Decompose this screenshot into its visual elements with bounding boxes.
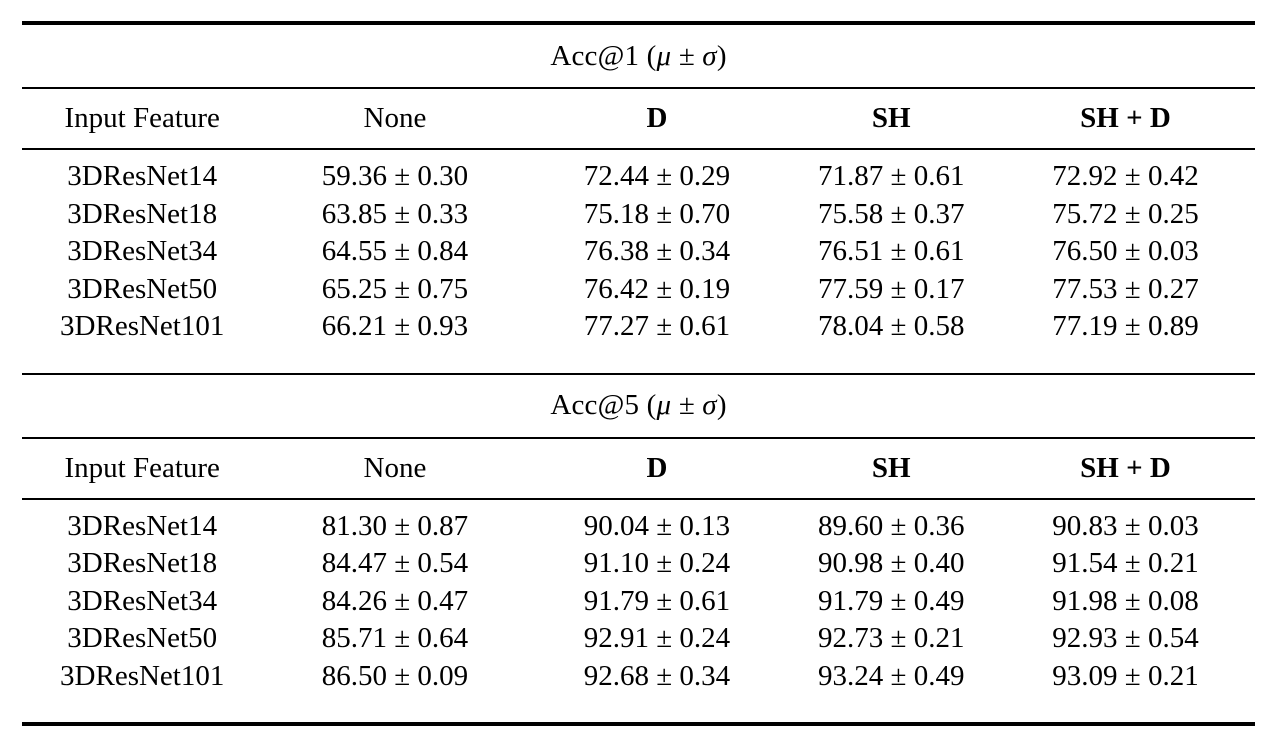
- row-label: 3DResNet34: [67, 235, 218, 268]
- metric-cell: 91.79 ± 0.61: [583, 584, 731, 617]
- column-header-none: None: [363, 451, 427, 484]
- section-divider-rule: [22, 372, 1255, 375]
- metric-cell: 90.83 ± 0.03: [1052, 509, 1199, 542]
- title-prefix: Acc@1 (: [550, 39, 657, 72]
- column-header-sh-d: SH + D: [1080, 451, 1171, 484]
- row-label: 3DResNet18: [67, 197, 218, 230]
- table-row: 3DResNet34 84.26 ± 0.47 91.79 ± 0.61 91.…: [22, 583, 1255, 621]
- metric-cell: 76.50 ± 0.03: [1052, 235, 1199, 268]
- metric-cell: 72.92 ± 0.42: [1052, 160, 1199, 193]
- section-acc1: Acc@1 (μ ± σ) Input Feature None D SH SH…: [22, 25, 1255, 373]
- metric-cell: 76.51 ± 0.61: [818, 235, 965, 268]
- title-suffix: ): [716, 39, 727, 72]
- table-row: 3DResNet50 65.25 ± 0.75 76.42 ± 0.19 77.…: [22, 271, 1255, 309]
- metric-cell: 91.79 ± 0.49: [818, 584, 965, 617]
- metric-cell: 92.68 ± 0.34: [583, 659, 731, 692]
- metric-cell: 77.53 ± 0.27: [1052, 272, 1199, 305]
- table-row: 3DResNet18 84.47 ± 0.54 91.10 ± 0.24 90.…: [22, 545, 1255, 583]
- table-row: 3DResNet14 81.30 ± 0.87 90.04 ± 0.13 89.…: [22, 508, 1255, 546]
- metric-cell: 66.21 ± 0.93: [321, 310, 469, 343]
- metric-cell: 75.58 ± 0.37: [818, 197, 965, 230]
- row-label: 3DResNet50: [67, 622, 218, 655]
- column-header-input-feature: Input Feature: [64, 102, 220, 134]
- metric-cell: 85.71 ± 0.64: [321, 622, 469, 655]
- metric-cell: 91.10 ± 0.24: [583, 547, 731, 580]
- metric-cell: 93.24 ± 0.49: [818, 659, 965, 692]
- header-top-rule: [22, 87, 1255, 89]
- column-header-d: D: [646, 451, 668, 484]
- metric-cell: 92.91 ± 0.24: [583, 622, 731, 655]
- header-top-rule: [22, 436, 1255, 439]
- table-row: 3DResNet101 66.21 ± 0.93 77.27 ± 0.61 78…: [22, 308, 1255, 346]
- title-prefix: Acc@5 (: [550, 389, 657, 421]
- metric-cell: 76.38 ± 0.34: [583, 235, 731, 268]
- table-title-acc1: Acc@1 (μ ± σ): [22, 25, 1255, 87]
- metric-cell: 71.87 ± 0.61: [818, 160, 965, 193]
- row-label: 3DResNet34: [67, 584, 218, 617]
- title-suffix: ): [716, 389, 727, 421]
- row-label: 3DResNet18: [67, 547, 218, 580]
- row-label: 3DResNet101: [60, 310, 225, 343]
- column-header-sh: SH: [871, 102, 911, 134]
- metric-cell: 90.04 ± 0.13: [583, 509, 731, 542]
- header-bottom-rule: [22, 497, 1255, 500]
- metric-cell: 92.73 ± 0.21: [818, 622, 965, 655]
- row-label: 3DResNet50: [67, 272, 218, 305]
- metric-cell: 72.44 ± 0.29: [583, 160, 731, 193]
- table-body-acc5: 3DResNet14 81.30 ± 0.87 90.04 ± 0.13 89.…: [22, 500, 1255, 723]
- metric-cell: 90.98 ± 0.40: [818, 547, 965, 580]
- header-row-acc1: Input Feature None D SH SH + D: [22, 89, 1255, 148]
- metric-cell: 91.54 ± 0.21: [1052, 547, 1199, 580]
- metric-cell: 93.09 ± 0.21: [1052, 659, 1199, 692]
- column-header-d: D: [646, 102, 668, 134]
- metric-cell: 75.18 ± 0.70: [583, 197, 731, 230]
- metric-cell: 76.42 ± 0.19: [583, 272, 731, 305]
- metric-cell: 77.27 ± 0.61: [583, 310, 731, 343]
- metric-cell: 63.85 ± 0.33: [321, 197, 469, 230]
- metric-cell: 78.04 ± 0.58: [818, 310, 965, 343]
- metric-cell: 64.55 ± 0.84: [321, 235, 469, 268]
- metric-cell: 77.59 ± 0.17: [818, 272, 965, 305]
- row-label: 3DResNet14: [67, 509, 218, 542]
- row-label: 3DResNet14: [67, 160, 218, 193]
- results-table: Acc@1 (μ ± σ) Input Feature None D SH SH…: [22, 21, 1255, 726]
- metric-cell: 65.25 ± 0.75: [321, 272, 469, 305]
- header-row-acc5: Input Feature None D SH SH + D: [22, 439, 1255, 498]
- title-math-symbols: μ ± σ: [656, 39, 717, 72]
- title-math-symbols: μ ± σ: [656, 389, 717, 421]
- table-row: 3DResNet101 86.50 ± 0.09 92.68 ± 0.34 93…: [22, 658, 1255, 696]
- metric-cell: 89.60 ± 0.36: [818, 509, 965, 542]
- header-bottom-rule: [22, 148, 1255, 150]
- table-row: 3DResNet34 64.55 ± 0.84 76.38 ± 0.34 76.…: [22, 233, 1255, 271]
- metric-cell: 81.30 ± 0.87: [321, 509, 469, 542]
- metric-cell: 84.47 ± 0.54: [321, 547, 469, 580]
- column-header-none: None: [363, 102, 427, 134]
- table-title-acc5: Acc@5 (μ ± σ): [22, 375, 1255, 437]
- table-row: 3DResNet14 59.36 ± 0.30 72.44 ± 0.29 71.…: [22, 158, 1255, 196]
- metric-cell: 92.93 ± 0.54: [1052, 622, 1199, 655]
- metric-cell: 86.50 ± 0.09: [321, 659, 469, 692]
- row-label: 3DResNet101: [60, 659, 225, 692]
- metric-cell: 77.19 ± 0.89: [1052, 310, 1199, 343]
- metric-cell: 75.72 ± 0.25: [1052, 197, 1199, 230]
- column-header-input-feature: Input Feature: [64, 451, 220, 484]
- section-acc5: Acc@5 (μ ± σ) Input Feature None D SH SH…: [22, 375, 1255, 723]
- column-header-sh-d: SH + D: [1080, 102, 1171, 134]
- metric-cell: 91.98 ± 0.08: [1052, 584, 1199, 617]
- top-rule: [22, 21, 1255, 25]
- table-row: 3DResNet50 85.71 ± 0.64 92.91 ± 0.24 92.…: [22, 620, 1255, 658]
- table-row: 3DResNet18 63.85 ± 0.33 75.18 ± 0.70 75.…: [22, 196, 1255, 234]
- metric-cell: 84.26 ± 0.47: [321, 584, 469, 617]
- metric-cell: 59.36 ± 0.30: [321, 160, 469, 193]
- bottom-rule: [22, 722, 1255, 726]
- table-body-acc1: 3DResNet14 59.36 ± 0.30 72.44 ± 0.29 71.…: [22, 150, 1255, 373]
- column-header-sh: SH: [871, 451, 911, 484]
